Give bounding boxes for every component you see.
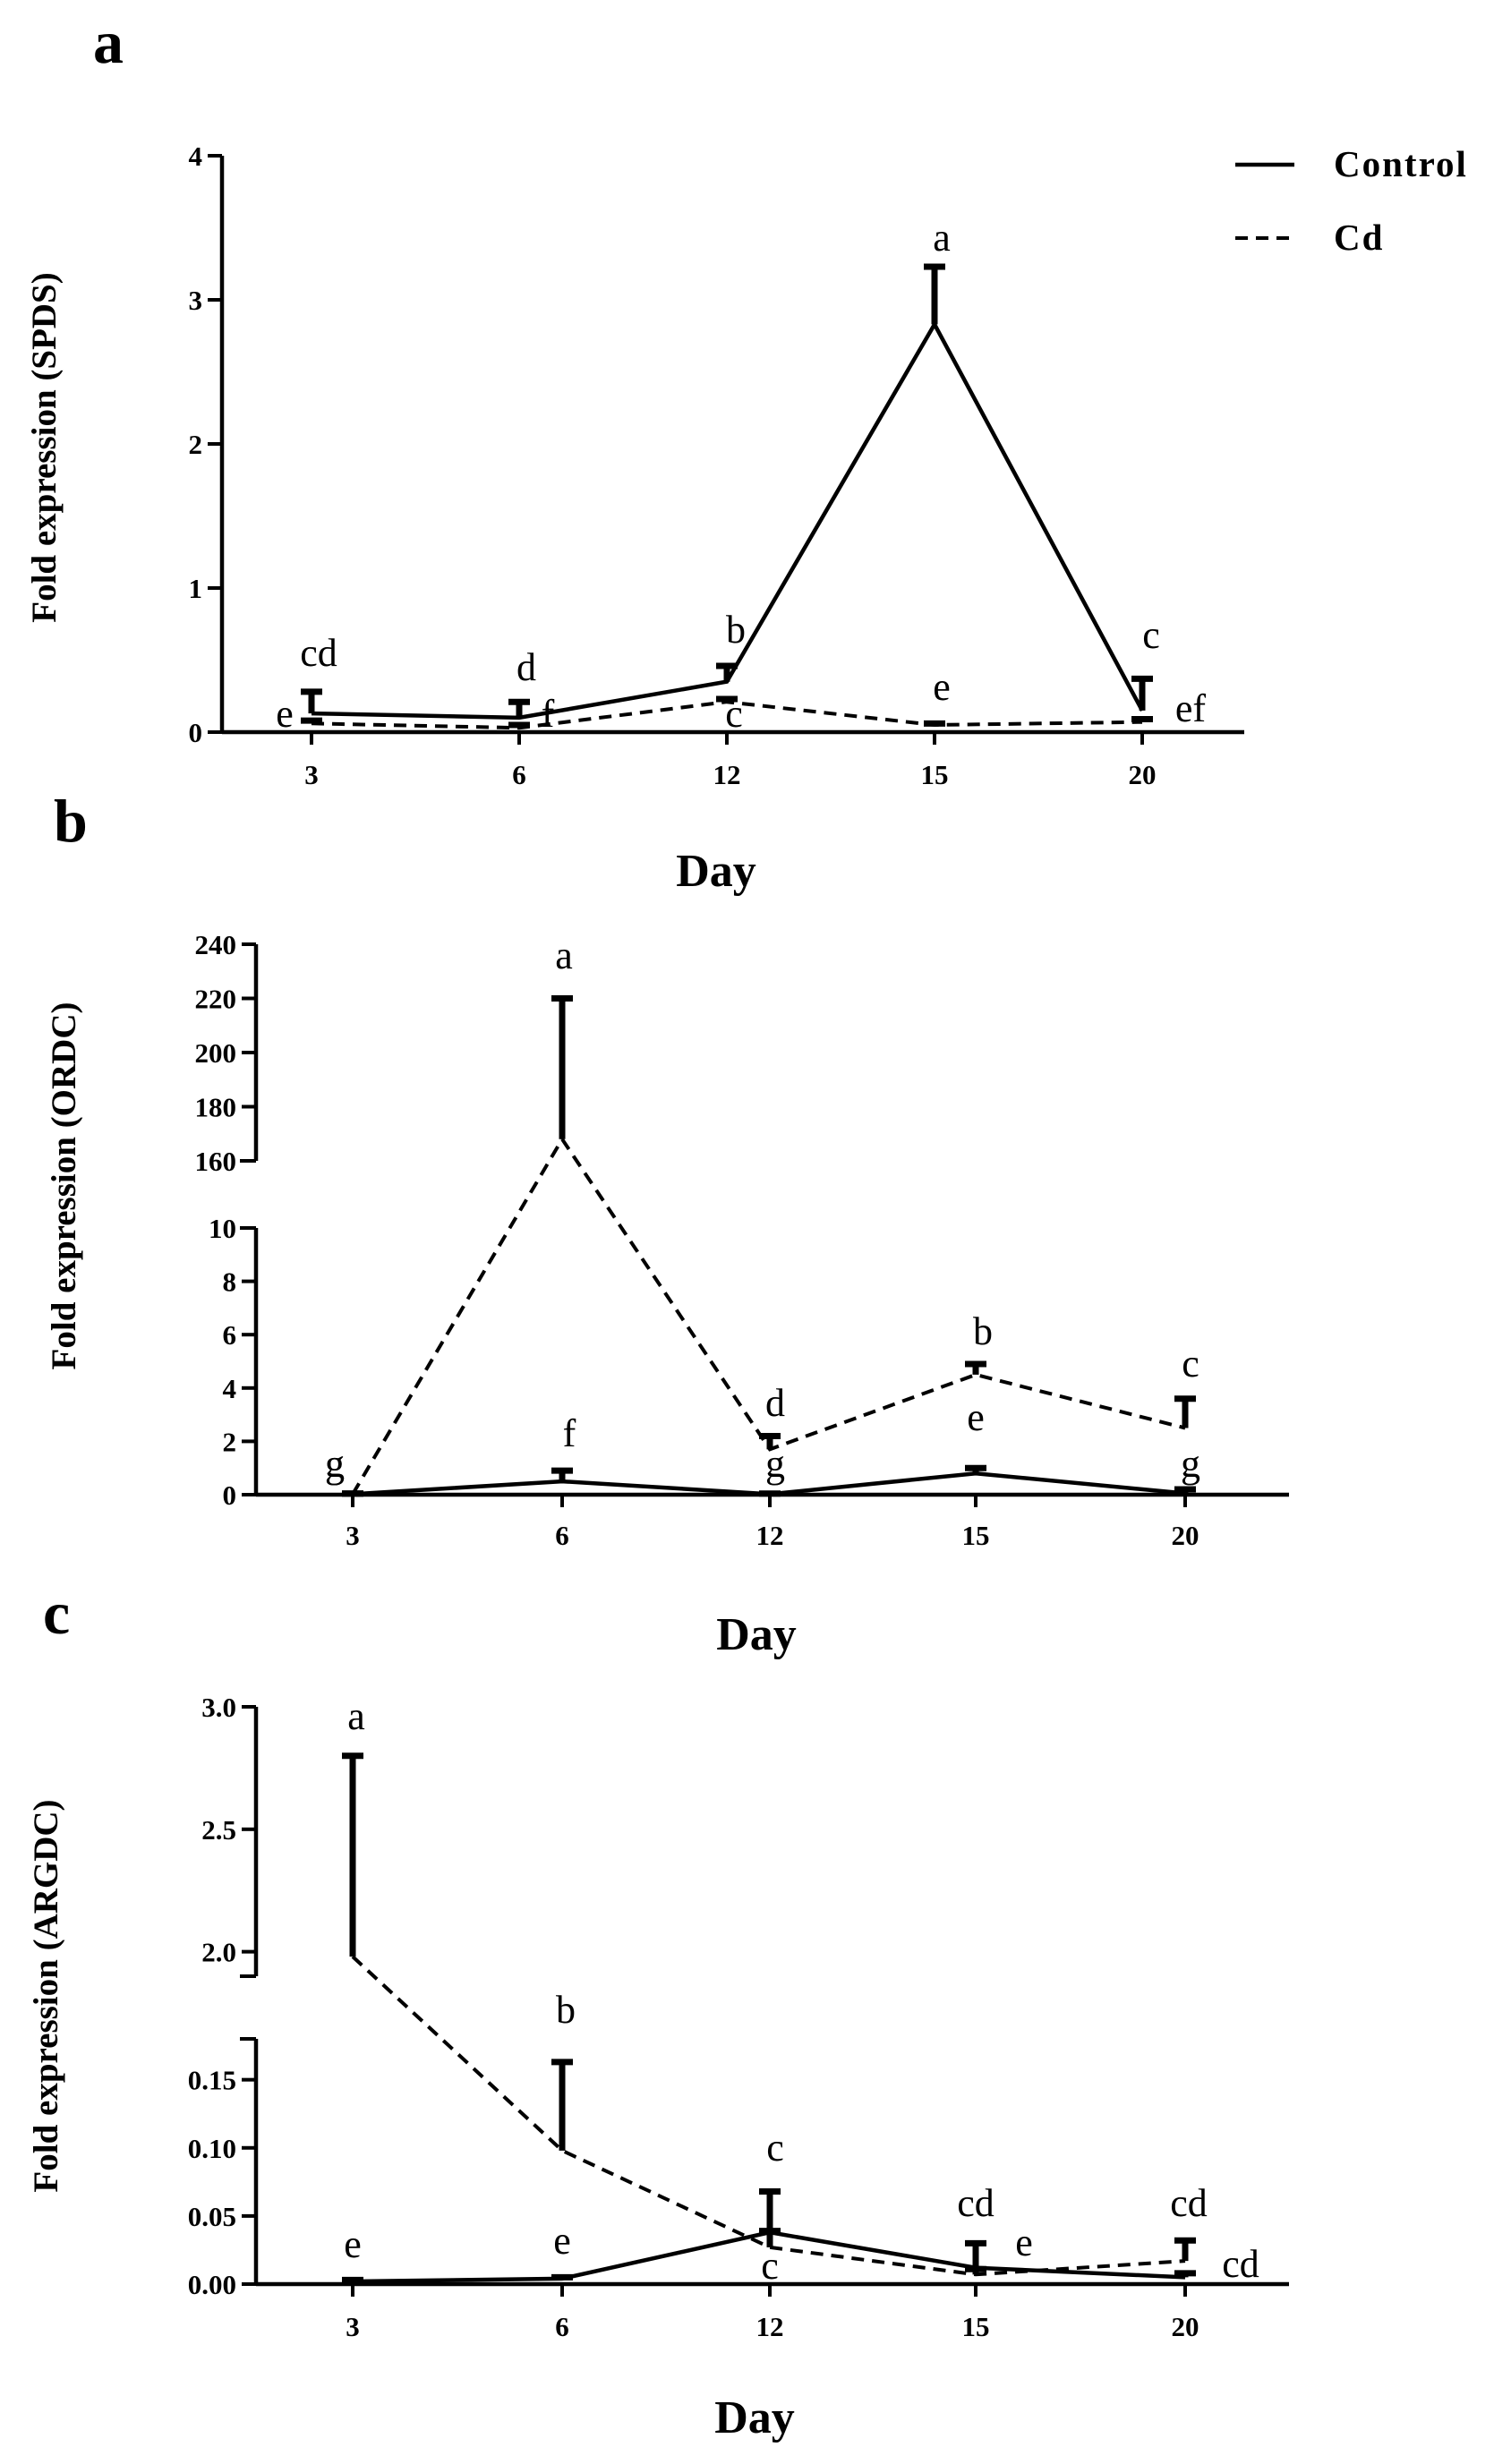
panel-b-ytick-label: 240 [195,929,237,960]
panel-a-ytick-label: 3 [189,285,203,316]
panel-label-b: b [54,787,88,855]
panel-c-cd-letter: cd [1222,2242,1259,2286]
panel-c-ytick-label: 0.05 [188,2201,236,2232]
panel-c-ylabel: Fold expression (ARGDC) [27,1799,65,2192]
panel-c-xtick-label: 15 [962,2311,990,2342]
panel-b-xtick-label: 15 [962,1520,990,1551]
panel-a-cd-letter: c [725,692,743,736]
panel-b-ytick-label: 200 [195,1037,237,1069]
panel-b-ytick-label: 10 [209,1213,236,1244]
panel-a-ylabel: Fold expression (SPDS) [25,272,64,623]
panel-b-control-letter: e [967,1395,985,1439]
panel-b-ytick-label: 2 [223,1426,237,1457]
panel-c-ytick-label: 3.0 [201,1692,236,1723]
panel-a-xtick-label: 3 [304,759,319,790]
panel-b-control-letter: g [765,1442,785,1486]
panel-a-control-letter: cd [300,631,337,675]
panel-c-cd-letter: a [347,1694,365,1738]
panel-a-xlabel: Day [676,846,756,897]
panel-b-ytick-label: 8 [223,1266,237,1298]
panel-a-xtick-label: 20 [1129,759,1157,790]
panel-b-ytick-label: 220 [195,984,237,1015]
panel-c-ytick-label: 2.0 [201,1937,236,1968]
panel-b-cd-letter: a [555,934,573,977]
legend-cd-label: Cd [1334,217,1384,258]
panel-a-xtick-label: 15 [921,759,949,790]
panel-c-ytick-label: 0.00 [188,2269,236,2300]
panel-b-control-letter: f [563,1411,576,1455]
panel-a-control-letter: c [1142,613,1160,657]
panel-a-control-letter: d [516,645,536,689]
panel-b-control-letter: g [325,1442,345,1486]
panel-a-ytick-label: 4 [189,141,203,172]
panel-c-control-letter: e [344,2222,362,2266]
panel-c-ytick-label: 0.10 [188,2133,236,2164]
panel-b-ytick-label: 180 [195,1092,237,1123]
panel-b-xtick-label: 6 [555,1520,569,1551]
panel-b-xlabel: Day [716,1609,797,1660]
panel-b-cd-letter: c [1182,1342,1199,1385]
panel-c-xlabel: Day [714,2392,795,2443]
panel-c-cd-letter: e [1015,2221,1033,2264]
panel-a-control-letter: b [726,608,746,652]
panel-a-xtick-label: 12 [713,759,741,790]
panel-c-control-letter: cd [957,2181,995,2225]
panel-a-cd-letter: ef [1175,686,1207,730]
panel-a-ytick-label: 2 [189,429,203,460]
panel-b-ytick-label: 0 [223,1479,237,1511]
panel-b-cd-letter: b [973,1309,993,1353]
panel-a-cd-letter: f [542,692,555,736]
panel-label-c: c [43,1579,70,1647]
panel-c-cd-letter: b [556,1988,576,2032]
panel-b-ylabel: Fold expression (ORDC) [45,1002,83,1370]
legend-control-label: Control [1334,143,1468,184]
panel-a-control-line [311,320,1144,720]
panel-c-cd-letter: c [761,2244,779,2288]
panel-a-xtick-label: 6 [512,759,526,790]
panel-c-xtick-label: 6 [555,2311,569,2342]
panel-c-cd-line [351,1955,1186,2277]
panel-b-cd-letter: d [765,1381,785,1425]
panel-c-xtick-label: 12 [756,2311,784,2342]
panel-b-ytick-label: 160 [195,1146,237,1177]
panel-a-ytick-label: 0 [189,717,203,748]
panel-b-ytick-label: 4 [223,1373,237,1404]
panel-c-control-letter: cd [1170,2181,1208,2225]
panel-a-control-letter: a [933,216,951,260]
panel-c-xtick-label: 20 [1172,2311,1199,2342]
panel-c-control-letter: c [766,2126,784,2170]
panel-b-xtick-label: 20 [1172,1520,1199,1551]
panel-b-ytick-label: 6 [223,1319,237,1351]
panel-b-xtick-label: 3 [346,1520,360,1551]
panel-a-ytick-label: 1 [189,573,203,604]
panel-b-control-letter: g [1181,1442,1200,1486]
legend: Control Cd [1235,143,1468,258]
panel-a-cd-letter: e [276,692,294,736]
panel-c-control-letter: e [553,2219,571,2263]
panel-a-cd-letter: e [933,665,951,709]
panel-b-xtick-label: 12 [756,1520,784,1551]
panel-c-ytick-label: 2.5 [201,1814,236,1846]
panel-b-cd-letter: g [325,1442,345,1486]
panel-c-ytick-label: 0.15 [188,2065,236,2096]
panel-c-xtick-label: 3 [346,2311,360,2342]
panel-label-a: a [93,8,124,76]
